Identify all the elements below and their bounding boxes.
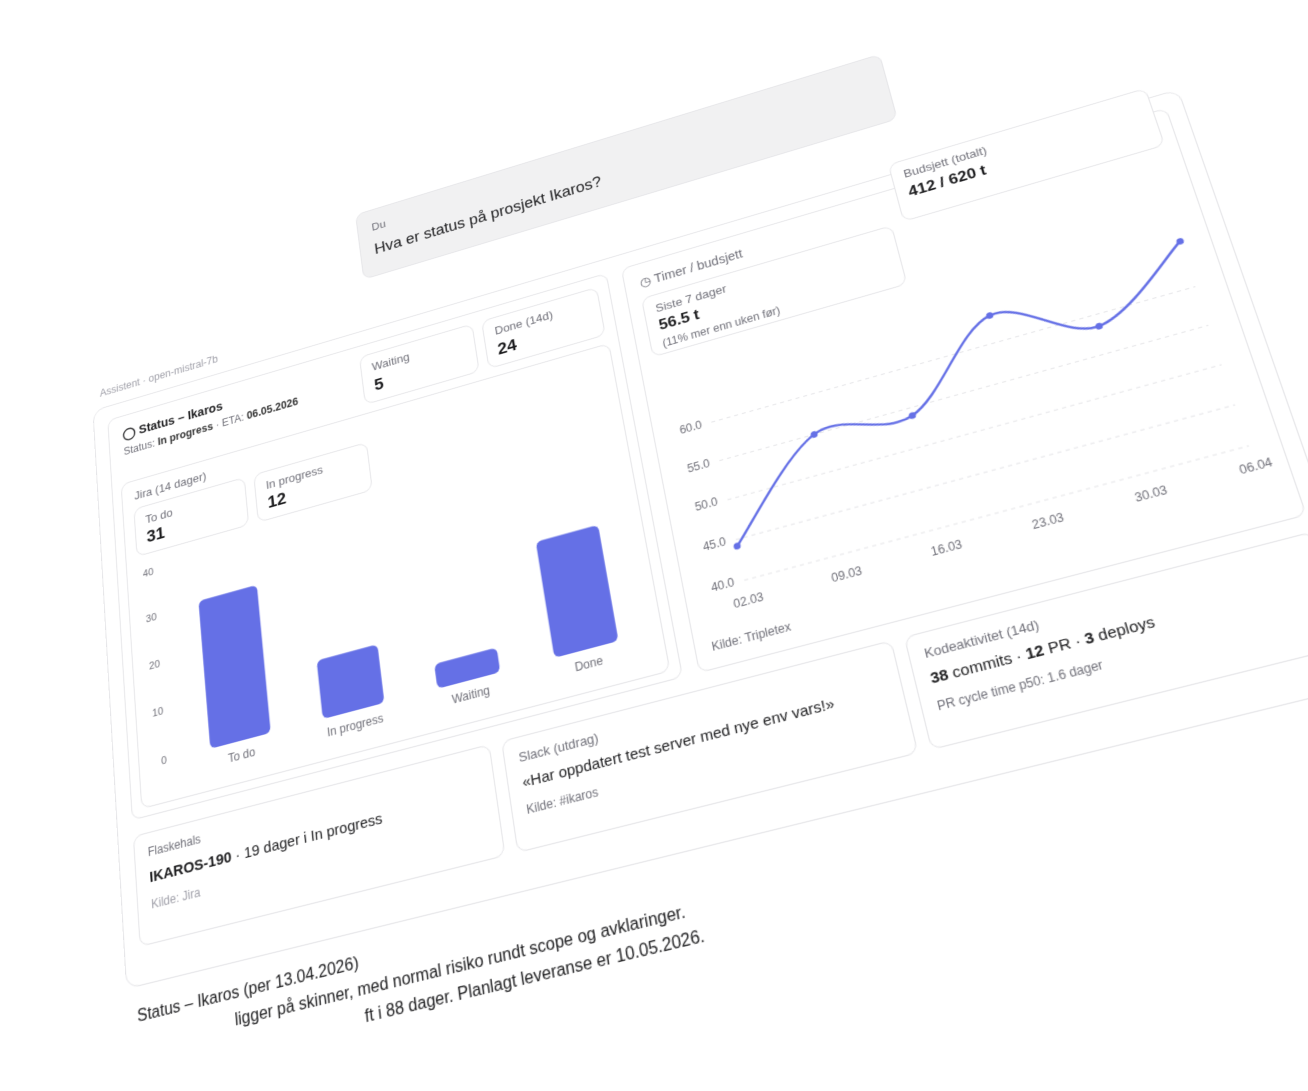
x-tick-label: 06.04 bbox=[1238, 456, 1275, 478]
pr-label: PR · bbox=[1046, 632, 1083, 658]
source: Kilde: #ikaros bbox=[525, 785, 599, 817]
y-tick-label: 30 bbox=[146, 612, 157, 626]
bar bbox=[198, 585, 270, 749]
bar bbox=[317, 644, 385, 719]
y-tick-label: 40 bbox=[143, 566, 154, 580]
point bbox=[1095, 322, 1104, 330]
page: Du Hva er status på prosjekt Ikaros? Ass… bbox=[0, 0, 1308, 938]
stat-label: To do bbox=[145, 506, 173, 527]
stat-value: 12 bbox=[267, 489, 287, 513]
user-label: Du bbox=[371, 217, 387, 233]
y-tick-label: 55.0 bbox=[686, 457, 711, 476]
deploys: 3 bbox=[1082, 629, 1096, 649]
x-tick-label: 16.03 bbox=[930, 538, 964, 559]
x-tick-label: 30.03 bbox=[1133, 484, 1169, 506]
assistant-card: ◯ Status – Ikaros Status: In progress · … bbox=[93, 89, 1308, 989]
x-tick-label: 23.03 bbox=[1031, 511, 1066, 533]
x-tick-label: Done bbox=[574, 654, 604, 675]
user-text: Hva er status på prosjekt Ikaros? bbox=[373, 173, 602, 258]
deploys-label: deploys bbox=[1096, 613, 1157, 645]
card-title: Flaskehals bbox=[147, 832, 201, 859]
stat-label: In progress bbox=[265, 463, 323, 492]
y-tick-label: 10 bbox=[152, 706, 164, 721]
y-tick-label: 0 bbox=[161, 754, 167, 767]
stat-value: 5 bbox=[373, 375, 385, 396]
grid-line bbox=[719, 325, 1208, 460]
y-tick-label: 60.0 bbox=[679, 419, 704, 437]
bar bbox=[434, 647, 500, 688]
y-tick-label: 45.0 bbox=[702, 536, 728, 555]
commits-label: commits · bbox=[950, 647, 1023, 682]
stat-label: Done (14d) bbox=[494, 308, 554, 337]
bar bbox=[536, 525, 619, 658]
stat-value: 24 bbox=[496, 336, 518, 360]
y-tick-label: 50.0 bbox=[694, 496, 719, 515]
grid-line bbox=[744, 446, 1249, 580]
grid-line bbox=[736, 405, 1235, 540]
pr: 12 bbox=[1024, 642, 1047, 664]
issue-text: · 19 dager i In progress bbox=[235, 810, 384, 865]
x-tick-label: Waiting bbox=[451, 684, 491, 707]
grid-line bbox=[728, 365, 1222, 500]
x-tick-label: In progress bbox=[327, 712, 385, 740]
x-tick-label: 02.03 bbox=[732, 591, 765, 612]
eta-value: 06.05.2026 bbox=[246, 395, 299, 422]
y-tick-label: 20 bbox=[149, 658, 161, 672]
eta-label: · ETA: bbox=[215, 411, 244, 431]
stat-value: 31 bbox=[146, 524, 165, 548]
x-tick-label: 09.03 bbox=[830, 565, 864, 586]
stat-label: Waiting bbox=[371, 350, 410, 373]
y-tick-label: 40.0 bbox=[710, 576, 736, 595]
commits: 38 bbox=[929, 666, 951, 688]
x-tick-label: To do bbox=[228, 746, 256, 766]
chat-view: Du Hva er status på prosjekt Ikaros? Ass… bbox=[85, 0, 1308, 1091]
stat-card: Budsjett (totalt) 412 / 620 t bbox=[888, 88, 1165, 222]
source: Kilde: Jira bbox=[151, 885, 201, 912]
